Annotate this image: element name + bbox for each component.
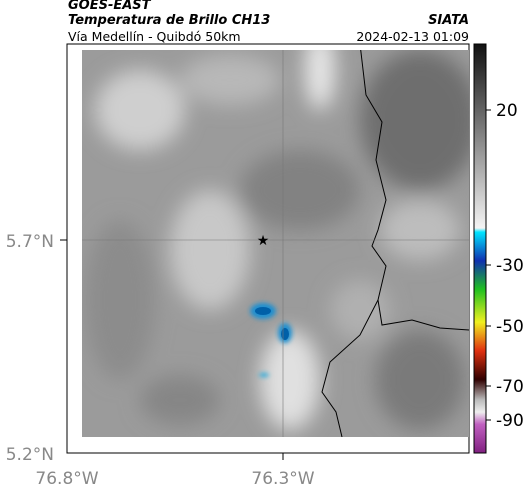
timestamp: 2024-02-13 01:09 xyxy=(356,29,469,44)
colorbar-label: -90 xyxy=(496,411,524,431)
satellite-image: ★ xyxy=(82,50,469,437)
lon-label: 76.3°W xyxy=(251,469,314,489)
colorbar-label: -30 xyxy=(496,256,524,276)
lat-label: 5.2°N xyxy=(6,445,54,465)
route: Vía Medellín - Quibdó 50km xyxy=(68,29,241,44)
lat-label: 5.7°N xyxy=(6,232,54,252)
colorbar-label: -70 xyxy=(496,377,524,397)
brand: SIATA xyxy=(428,13,469,28)
title: Temperatura de Brillo CH13 xyxy=(68,13,270,28)
svg-text:★: ★ xyxy=(257,233,270,249)
source: GOES-EAST xyxy=(68,0,152,13)
colorbar xyxy=(473,43,487,454)
colorbar-label: -50 xyxy=(496,317,524,337)
lon-label: 76.8°W xyxy=(35,469,98,489)
colorbar-label: 20 xyxy=(496,101,518,121)
